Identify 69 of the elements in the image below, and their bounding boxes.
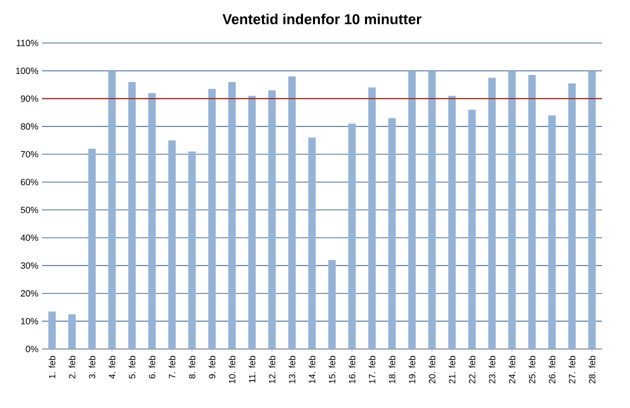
x-tick-label: 25. feb [528, 356, 536, 384]
bar [548, 115, 556, 349]
y-tick-label: 30% [20, 262, 38, 269]
bar [388, 118, 396, 349]
x-tick-label: 1. feb [48, 356, 56, 378]
bar [68, 314, 76, 349]
bar [268, 90, 276, 349]
x-tick-label: 2. feb [68, 356, 76, 378]
bar [308, 138, 316, 349]
bar [168, 140, 176, 349]
x-tick-label: 21. feb [448, 356, 456, 384]
x-tick-label: 23. feb [488, 356, 496, 384]
y-tick-label: 110% [16, 40, 38, 46]
y-tick-label: 60% [20, 178, 38, 186]
y-tick-label: 90% [20, 95, 38, 102]
bar [428, 70, 436, 349]
x-tick-label: 6. feb [148, 356, 156, 378]
bar [288, 76, 296, 349]
bar [588, 70, 596, 349]
bar [88, 148, 96, 349]
x-tick-label: 11. feb [248, 356, 256, 383]
bar [448, 96, 456, 349]
x-tick-label: 7. feb [168, 356, 176, 378]
x-tick-label: 20. feb [428, 356, 436, 384]
x-tick-label: 12. feb [268, 356, 276, 384]
x-tick-label: 16. feb [348, 356, 356, 384]
bar [228, 82, 236, 349]
x-tick-label: 28. feb [588, 356, 596, 384]
x-tick-label: 22. feb [468, 356, 476, 384]
x-tick-label: 9. feb [208, 356, 216, 378]
x-tick-label: 26. feb [548, 356, 556, 384]
chart-title: Ventetid indenfor 10 minutter [222, 14, 422, 24]
x-tick-label: 27. feb [568, 356, 576, 384]
bar [568, 83, 576, 349]
x-tick-label: 18. feb [388, 356, 396, 384]
x-tick-label: 14. feb [308, 356, 316, 384]
bar [208, 88, 216, 349]
y-tick-label: 40% [20, 234, 38, 241]
bar [468, 110, 476, 349]
y-tick-label: 20% [20, 290, 38, 297]
bar [528, 74, 536, 349]
bar [148, 93, 156, 349]
y-tick-label: 70% [20, 151, 38, 158]
bar [368, 88, 376, 349]
bar [508, 70, 516, 349]
x-tick-label: 13. feb [288, 356, 296, 384]
bar [48, 311, 56, 349]
x-tick-label: 4. feb [108, 356, 116, 379]
bar [328, 260, 336, 349]
bar [188, 151, 196, 349]
bar [248, 96, 256, 349]
x-tick-label: 5. feb [128, 356, 136, 379]
y-tick-label: 10% [21, 318, 38, 324]
bar [348, 124, 356, 349]
x-tick-label: 24. feb [508, 356, 516, 384]
bar [408, 70, 416, 349]
bar [488, 78, 496, 349]
x-tick-label: 8. feb [188, 356, 196, 378]
bar [108, 70, 116, 349]
bar [128, 82, 136, 349]
y-tick-label: 50% [20, 206, 38, 214]
y-tick-label: 0% [26, 346, 38, 352]
x-tick-label: 17. feb [368, 356, 376, 384]
y-tick-label: 100% [16, 68, 38, 74]
y-tick-label: 80% [20, 123, 38, 130]
x-tick-label: 15. feb [328, 356, 336, 384]
x-tick-label: 10. feb [228, 356, 236, 384]
x-tick-label: 19. feb [408, 356, 416, 384]
x-tick-label: 3. feb [88, 356, 96, 379]
